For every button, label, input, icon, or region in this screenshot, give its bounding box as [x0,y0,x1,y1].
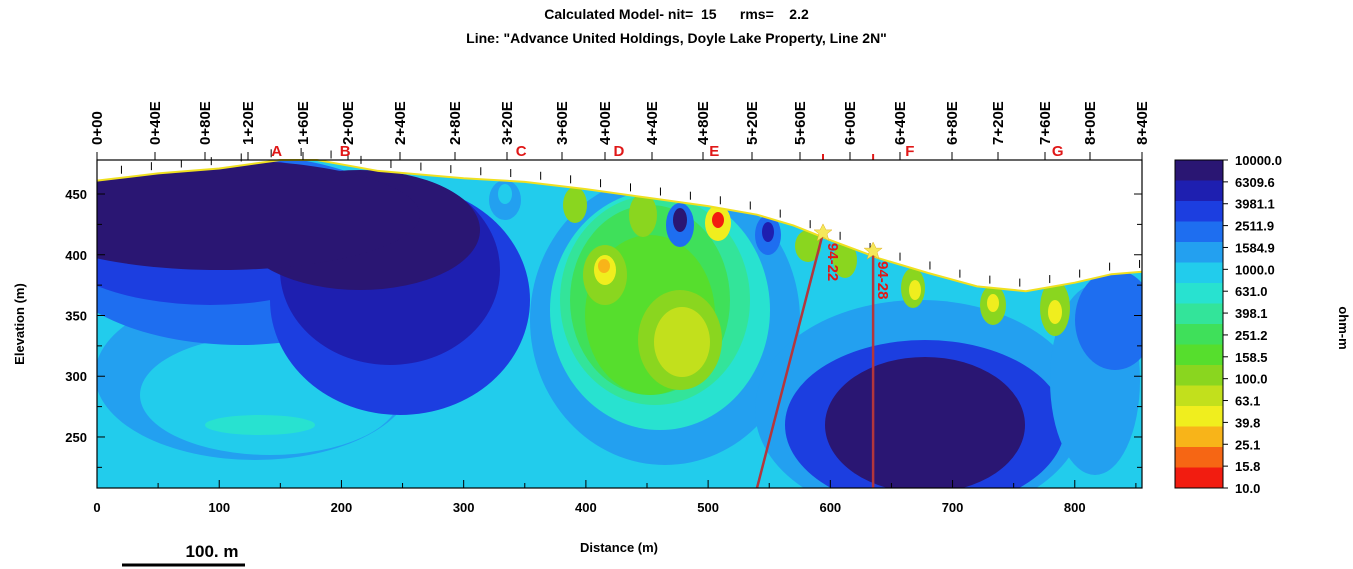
colorbar-tick-label: 10.0 [1235,481,1260,496]
y-axis: 250 300 350 400 450 [65,187,1142,468]
station-label: 5+60E [792,101,809,145]
colorbar-tick-label: 6309.6 [1235,175,1275,190]
colorbar: 10000.0 6309.6 3981.1 2511.9 1584.9 1000.0 631… [1174,153,1282,496]
colorbar-swatch [1175,283,1223,304]
resistivity-contour-fill [97,160,1142,488]
anomaly-label: B [340,143,351,160]
colorbar-tick-label: 631.0 [1235,284,1268,299]
colorbar-tick-label: 1000.0 [1235,262,1275,277]
drillhole-label: 94-22 [824,243,841,281]
station-label: 0+80E [197,101,214,145]
colorbar-tick-label: 398.1 [1235,306,1268,321]
station-label: 8+00E [1082,101,1099,145]
station-label: 3+20E [499,101,516,145]
station-label: 2+40E [392,101,409,145]
colorbar-swatch [1175,262,1223,284]
anomaly-label: A [271,143,282,160]
x-tick-label: 400 [575,500,597,515]
y-tick-label: 400 [65,248,87,263]
y-axis-label: Elevation (m) [12,283,27,365]
x-tick-label: 500 [697,500,719,515]
x-tick-label: 700 [942,500,964,515]
colorbar-swatch [1175,385,1223,407]
anomaly-label: G [1052,143,1064,160]
colorbar-swatch [1175,201,1223,222]
y-tick-label: 250 [65,430,87,445]
station-label: 4+40E [644,101,661,145]
colorbar-tick-label: 39.8 [1235,415,1260,430]
station-label: 5+20E [744,101,761,145]
station-label: 2+80E [447,101,464,145]
colorbar-swatch [1175,406,1223,427]
colorbar-tick-label: 251.2 [1235,328,1268,343]
station-label: 7+20E [990,101,1007,145]
station-label: 6+00E [842,101,859,145]
station-axis: 0+00 0+40E 0+80E 1+20E 1+60E 2+00E 2+40E 2+80E 3… [89,101,1151,160]
colorbar-tick-label: 2511.9 [1235,219,1274,234]
station-label: 1+20E [240,101,257,145]
colorbar-tick-label: 15.8 [1235,459,1260,474]
drillhole-trace [755,232,825,489]
station-label: 2+00E [340,101,357,145]
colorbar-swatch [1175,344,1223,366]
x-tick-label: 100 [208,500,230,515]
y-tick-label: 300 [65,369,87,384]
drillholes: 94-22 94-28 [755,154,891,489]
scale-bar-label: 100. m [186,542,239,561]
chart-subtitle: Line: "Advance United Holdings, Doyle La… [466,30,887,46]
station-label: 0+40E [147,101,164,145]
colorbar-swatch [1175,221,1223,243]
colorbar-swatch [1175,447,1223,468]
colorbar-swatch [1175,426,1223,448]
drillhole-collar-star [863,241,883,260]
anomaly-label: D [613,143,624,160]
colorbar-swatch [1175,180,1223,202]
colorbar-tick-label: 63.1 [1235,394,1260,409]
drillhole-collar-star [813,223,833,242]
colorbar-swatch [1175,324,1223,345]
station-label: 0+00 [89,111,106,145]
x-tick-label: 0 [93,500,100,515]
y-tick-label: 350 [65,308,87,323]
colorbar-tick-label: 158.5 [1235,350,1268,365]
x-tick-label: 800 [1064,500,1086,515]
x-tick-label: 600 [819,500,841,515]
station-label: 6+40E [892,101,909,145]
scale-bar: 100. m [122,542,245,567]
x-axis: 0 100 200 300 400 500 600 700 800 [93,480,1137,515]
station-label: 6+80E [944,101,961,145]
colorbar-swatch [1175,303,1223,325]
x-tick-label: 200 [331,500,353,515]
plot-frame [96,159,1143,489]
colorbar-swatch [1175,160,1223,181]
anomaly-label: C [516,143,527,160]
station-label: 7+60E [1037,101,1054,145]
station-label: 4+00E [597,101,614,145]
station-label: 4+80E [695,101,712,145]
drillhole-label: 94-28 [874,261,891,299]
colorbar-tick-label: 3981.1 [1235,197,1275,212]
station-label: 1+60E [295,101,312,145]
station-label: 3+60E [554,101,571,145]
anomaly-labels: A B C D E F G [271,143,1063,160]
colorbar-swatch [1175,242,1223,263]
colorbar-tick-label: 10000.0 [1235,153,1282,168]
chart-title: Calculated Model- nit= 15 rms= 2.2 [544,6,809,22]
anomaly-label: E [709,143,719,160]
y-tick-label: 450 [65,187,87,202]
x-tick-label: 300 [453,500,475,515]
colorbar-swatch [1175,467,1223,489]
colorbar-frame [1174,159,1224,489]
x-axis-label: Distance (m) [580,540,658,555]
anomaly-label: F [905,143,914,160]
colorbar-label: ohm-m [1336,306,1351,349]
station-label: 8+40E [1134,101,1151,145]
colorbar-tick-label: 1584.9 [1235,240,1275,255]
colorbar-swatch [1175,365,1223,386]
colorbar-tick-label: 100.0 [1235,372,1268,387]
colorbar-tick-label: 25.1 [1235,437,1260,452]
